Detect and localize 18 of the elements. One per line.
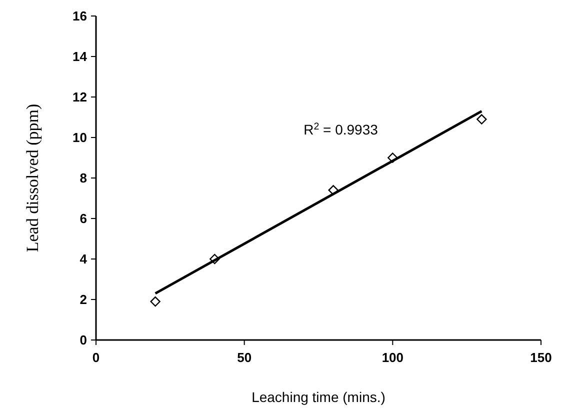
y-tick-label: 16 <box>72 8 87 24</box>
y-tick-label: 0 <box>80 332 87 348</box>
x-tick-label: 0 <box>92 350 100 365</box>
point <box>150 296 160 307</box>
y-tick-label: 2 <box>80 292 87 308</box>
y-axis-title: Lead dissolved (ppm) <box>23 104 42 252</box>
x-tick-label: 50 <box>237 350 252 365</box>
y-tick-label: 12 <box>72 90 87 105</box>
y-tick-label: 6 <box>80 211 87 226</box>
y-tick-label: 8 <box>80 170 87 186</box>
x-tick-label: 150 <box>530 350 552 365</box>
annotation: R$^{2}$ = 0.9933 <box>304 120 378 138</box>
y-tick-label: 10 <box>72 130 87 146</box>
y-tick-label: 4 <box>80 252 88 267</box>
point <box>476 114 487 124</box>
x-tick-label: 100 <box>382 350 404 365</box>
x-axis-title: Leaching time (mins.) <box>252 389 386 405</box>
y-tick-label: 14 <box>72 49 88 64</box>
